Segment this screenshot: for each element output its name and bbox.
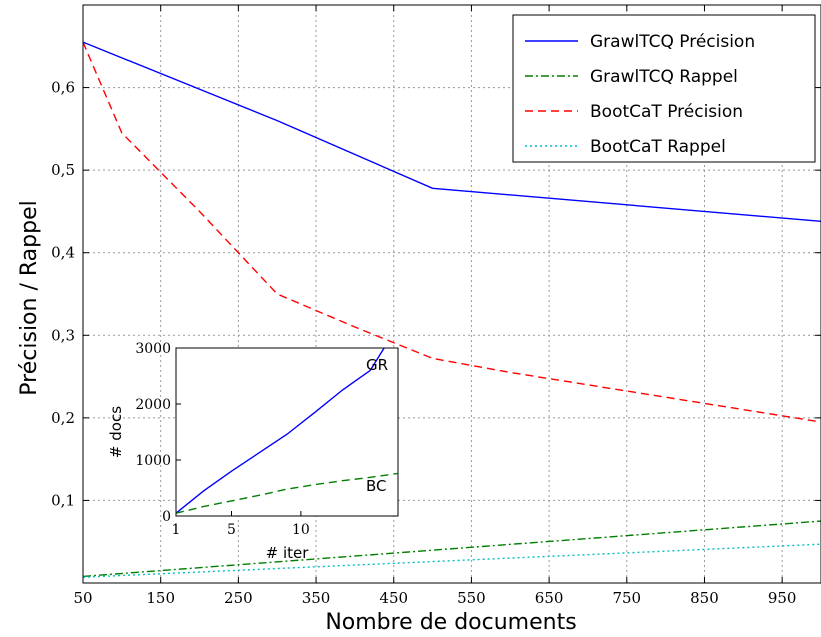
x-tick-label: 750 (612, 589, 641, 607)
series-line-1 (82, 41, 821, 223)
legend-entry-label: BootCaT Précision (590, 102, 743, 122)
y-tick-label: 0,4 (51, 244, 75, 262)
y-tick-label: 0,3 (51, 326, 75, 344)
x-tick-label: 650 (535, 589, 564, 607)
y-axis-label: Précision / Rappel (17, 200, 42, 395)
inset-series-line-2 (175, 472, 399, 514)
inset-x-tick-label: 10 (292, 522, 310, 538)
inset-series-line-1 (175, 347, 385, 514)
inset-x-tick-label: 1 (172, 522, 181, 538)
inset-x-axis-label: # iter (266, 544, 310, 562)
main-ticks: 50 150 250 350 450 550 650 750 850 9500,10,20,30,… (51, 5, 821, 607)
inset-y-tick-label: 3000 (135, 341, 171, 357)
x-tick-label: 450 (379, 589, 408, 607)
legend-entry-label: GrawlTCQ Rappel (590, 67, 738, 87)
inset-series-label-bc: BC (366, 477, 387, 495)
y-tick-label: 0,5 (51, 161, 75, 179)
inset-y-tick-label: 1000 (135, 453, 171, 469)
main-series (82, 41, 821, 578)
inset-series (175, 347, 399, 514)
series-line-2 (82, 520, 821, 578)
series-line-4 (82, 543, 821, 578)
x-tick-label: 150 (146, 589, 175, 607)
x-tick-label: 850 (690, 589, 719, 607)
x-tick-label: 350 (302, 589, 331, 607)
legend-entry-label: BootCaT Rappel (590, 137, 726, 157)
legend: GrawlTCQ Précision GrawlTCQ Rappel BootCaT… (512, 14, 816, 163)
inset-chart: 1 5 10 0 1000 2000 3000 # iter # docs GR BC (107, 341, 399, 562)
legend-entry-label: GrawlTCQ Précision (590, 32, 755, 52)
inset-y-axis-label: # docs (107, 406, 125, 458)
inset-plot-area (175, 347, 399, 517)
y-tick-label: 0,6 (51, 79, 75, 97)
inset-series-label-gr: GR (366, 356, 388, 374)
y-tick-label: 0,2 (51, 409, 75, 427)
y-tick-label: 0,1 (51, 491, 75, 509)
legend-box (512, 14, 816, 163)
legend-items: GrawlTCQ Précision GrawlTCQ Rappel BootCaT… (525, 32, 755, 157)
x-tick-label: 950 (768, 589, 797, 607)
series-line-3 (82, 41, 821, 423)
inset-x-tick-label: 5 (227, 522, 236, 538)
x-tick-label: 550 (457, 589, 486, 607)
inset-y-tick-label: 2000 (135, 397, 171, 413)
x-axis-label: Nombre de documents (325, 610, 576, 635)
inset-y-tick-label: 0 (162, 509, 171, 525)
x-tick-label: 250 (224, 589, 253, 607)
main-plot-frame (82, 4, 821, 584)
inset-ticks: 1 5 10 0 1000 2000 3000 (135, 341, 309, 538)
x-tick-label: 50 (73, 589, 92, 607)
